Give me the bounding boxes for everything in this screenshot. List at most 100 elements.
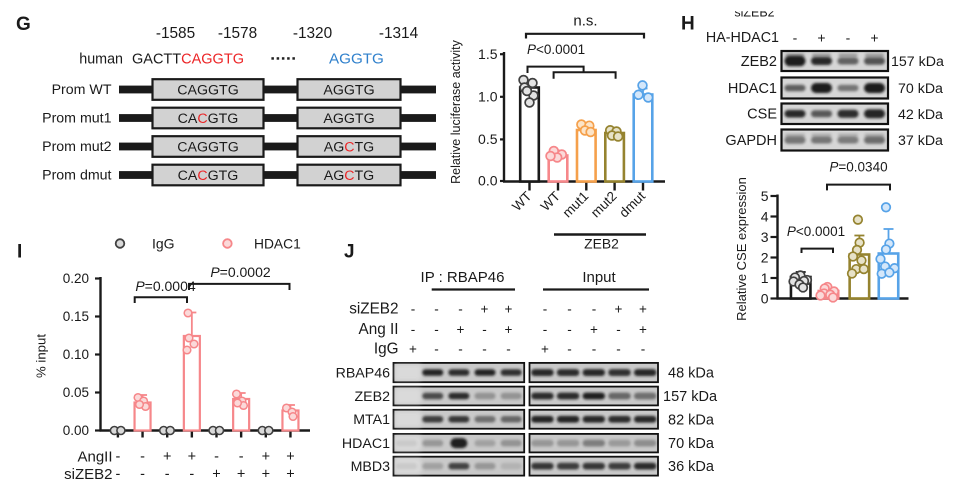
- svg-text:P=0.0004: P=0.0004: [135, 278, 196, 294]
- svg-text:GAPDH: GAPDH: [725, 133, 777, 149]
- svg-text:+: +: [615, 302, 623, 317]
- svg-text:5: 5: [761, 188, 769, 204]
- svg-text:-: -: [846, 30, 851, 46]
- svg-text:Prom mut2: Prom mut2: [42, 139, 111, 155]
- svg-text:siZEB2: siZEB2: [64, 466, 112, 483]
- svg-text:4: 4: [761, 208, 769, 224]
- svg-text:+: +: [188, 449, 196, 465]
- svg-text:-: -: [434, 322, 439, 337]
- svg-text:-: -: [458, 302, 463, 317]
- svg-text:Ang II: Ang II: [359, 321, 399, 338]
- svg-text:48 kDa: 48 kDa: [668, 366, 715, 382]
- svg-text:CSE: CSE: [747, 107, 777, 123]
- svg-text:IgG: IgG: [152, 236, 175, 252]
- svg-text:157 kDa: 157 kDa: [663, 389, 718, 405]
- svg-text:IP : RBAP46: IP : RBAP46: [421, 269, 505, 286]
- svg-text:-: -: [239, 449, 244, 465]
- svg-text:1.5: 1.5: [478, 46, 498, 62]
- svg-text:IgG: IgG: [374, 341, 399, 358]
- svg-text:+: +: [505, 302, 513, 317]
- svg-text:J: J: [344, 242, 355, 263]
- svg-text:0.05: 0.05: [63, 385, 89, 400]
- svg-text:MTA1: MTA1: [353, 412, 390, 428]
- svg-text:-: -: [434, 342, 439, 357]
- svg-text:Relative CSE expression: Relative CSE expression: [734, 177, 749, 321]
- svg-text:ZEB2: ZEB2: [584, 236, 619, 252]
- svg-text:0.20: 0.20: [63, 271, 89, 286]
- svg-text:siZEB2: siZEB2: [734, 6, 774, 20]
- svg-text:-: -: [793, 30, 798, 46]
- svg-text:Prom mut1: Prom mut1: [42, 111, 111, 127]
- svg-text:HDAC1: HDAC1: [254, 237, 301, 252]
- svg-text:AGCTG: AGCTG: [324, 140, 374, 156]
- svg-text:CACGTG: CACGTG: [178, 168, 239, 184]
- svg-text:-: -: [214, 449, 219, 465]
- svg-text:-: -: [482, 322, 487, 337]
- svg-text:AGGTG: AGGTG: [323, 83, 374, 99]
- svg-text:+: +: [262, 449, 270, 465]
- svg-text:+: +: [409, 342, 417, 357]
- svg-text:37 kDa: 37 kDa: [898, 133, 943, 149]
- svg-text:-1314: -1314: [379, 25, 419, 42]
- svg-text:% input: % input: [34, 334, 49, 378]
- svg-text:+: +: [237, 467, 245, 483]
- svg-text:-: -: [567, 342, 572, 357]
- svg-text:+: +: [286, 467, 294, 483]
- svg-text:mut2: mut2: [588, 189, 620, 221]
- svg-text:-: -: [411, 322, 416, 337]
- svg-text:+: +: [639, 302, 647, 317]
- svg-text:0.0: 0.0: [478, 173, 498, 189]
- svg-text:+: +: [163, 449, 171, 465]
- svg-text:-: -: [616, 342, 621, 357]
- svg-text:+: +: [457, 322, 465, 337]
- svg-text:-: -: [592, 342, 597, 357]
- svg-text:mut1: mut1: [560, 189, 592, 221]
- svg-text:-: -: [115, 449, 120, 465]
- svg-text:P<0.0001: P<0.0001: [527, 42, 585, 57]
- svg-text:+: +: [212, 467, 220, 483]
- svg-text:-: -: [411, 302, 416, 317]
- svg-text:WT: WT: [509, 189, 534, 214]
- svg-text:CAGGTG: CAGGTG: [177, 83, 238, 99]
- svg-text:70 kDa: 70 kDa: [668, 436, 715, 452]
- svg-text:AngII: AngII: [77, 449, 112, 466]
- svg-text:HA-HDAC1: HA-HDAC1: [706, 30, 779, 46]
- svg-text:G: G: [16, 14, 31, 35]
- svg-text:157 kDa: 157 kDa: [891, 54, 944, 70]
- svg-text:HDAC1: HDAC1: [728, 81, 777, 97]
- svg-text:42 kDa: 42 kDa: [898, 107, 943, 123]
- svg-text:-: -: [616, 322, 621, 337]
- svg-text:-1320: -1320: [293, 25, 332, 42]
- svg-text:HDAC1: HDAC1: [342, 436, 390, 452]
- svg-text:RBAP46: RBAP46: [336, 365, 391, 381]
- svg-text:dmut: dmut: [616, 188, 648, 220]
- svg-text:Relative luciferase activity: Relative luciferase activity: [449, 39, 463, 184]
- svg-text:+: +: [817, 30, 825, 46]
- svg-text:+: +: [505, 322, 513, 337]
- svg-text:n.s.: n.s.: [573, 13, 597, 30]
- svg-text:MBD3: MBD3: [351, 459, 391, 475]
- svg-text:82 kDa: 82 kDa: [668, 412, 715, 428]
- svg-text:-: -: [543, 302, 548, 317]
- svg-text:-: -: [189, 467, 194, 483]
- svg-text:GACTTCAGGTG: GACTTCAGGTG: [132, 52, 244, 68]
- svg-text:-: -: [458, 342, 463, 357]
- svg-text:P=0.0340: P=0.0340: [829, 160, 887, 175]
- svg-text:+: +: [286, 449, 294, 465]
- svg-text:1.0: 1.0: [478, 89, 498, 105]
- svg-text:H: H: [681, 14, 695, 35]
- svg-text:3: 3: [761, 229, 769, 245]
- svg-text:-: -: [165, 467, 170, 483]
- svg-text:+: +: [262, 467, 270, 483]
- svg-text:human: human: [79, 52, 123, 68]
- svg-text:Prom dmut: Prom dmut: [42, 168, 111, 184]
- svg-text:+: +: [590, 322, 598, 337]
- svg-text:AGCTG: AGCTG: [324, 168, 374, 184]
- svg-text:0.15: 0.15: [63, 309, 89, 324]
- svg-text:AGGTG: AGGTG: [329, 51, 384, 68]
- svg-text:+: +: [541, 342, 549, 357]
- svg-text:+: +: [481, 302, 489, 317]
- svg-text:-: -: [641, 342, 646, 357]
- svg-text:0.5: 0.5: [478, 131, 498, 147]
- svg-text:-: -: [140, 449, 145, 465]
